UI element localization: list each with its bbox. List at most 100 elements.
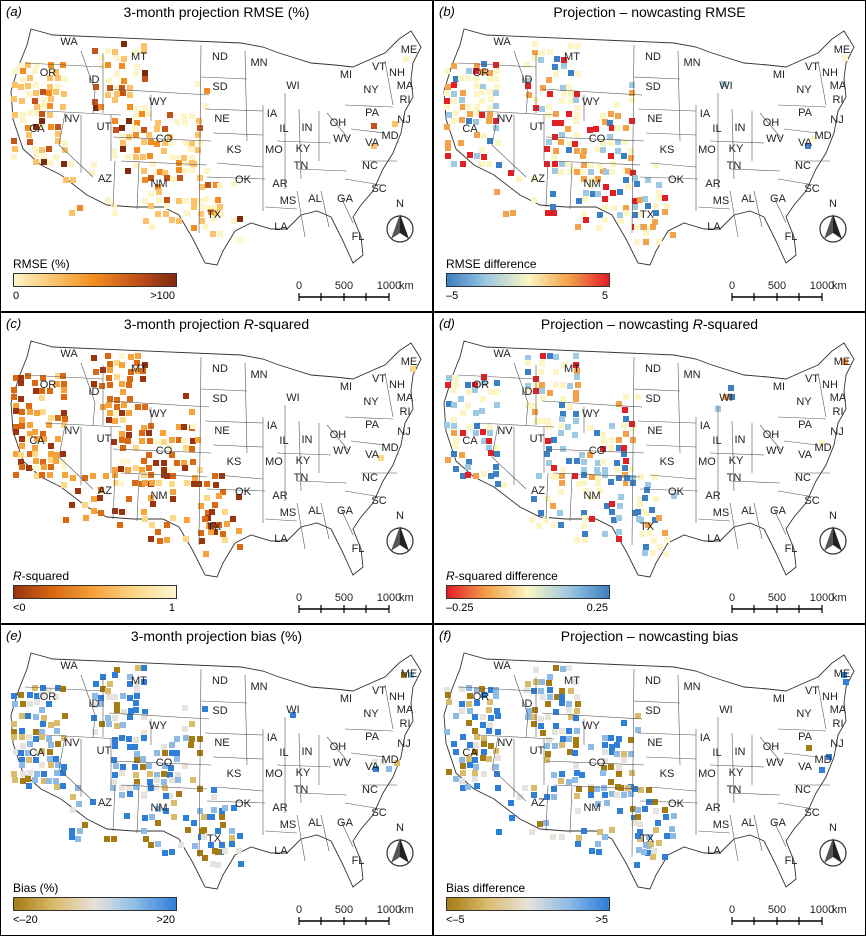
state-label-tx: TX — [640, 209, 655, 221]
grid-cell — [452, 375, 458, 381]
grid-cell — [134, 751, 140, 757]
grid-cell — [11, 734, 17, 740]
grid-cell — [112, 772, 118, 778]
grid-cell — [162, 126, 168, 132]
legend-max-label: >100 — [150, 290, 175, 302]
state-label-ia: IA — [267, 732, 278, 744]
state-label-mt: MT — [131, 675, 147, 687]
grid-cell — [609, 437, 615, 443]
grid-cell — [206, 205, 212, 211]
scale-tick-label: 1000 — [377, 592, 401, 604]
grid-cell — [623, 458, 629, 464]
grid-cell — [199, 204, 205, 210]
grid-cell — [649, 507, 655, 513]
grid-cell — [488, 96, 494, 102]
grid-cell — [635, 814, 641, 820]
grid-cell — [445, 457, 451, 463]
grid-cell — [806, 745, 812, 751]
state-label-oh: OH — [763, 741, 780, 753]
grid-cell — [574, 374, 580, 380]
grid-cell — [565, 126, 571, 132]
grid-cell — [581, 472, 587, 478]
state-border — [344, 802, 382, 810]
grid-cell — [574, 793, 580, 799]
grid-cell — [27, 422, 33, 428]
grid-cell — [229, 828, 235, 834]
grid-cell — [133, 162, 139, 168]
grid-cell — [608, 140, 614, 146]
state-label-az: AZ — [531, 485, 545, 497]
grid-cell — [120, 140, 126, 146]
grid-cell — [54, 784, 60, 790]
grid-cell — [19, 757, 25, 763]
grid-cell — [609, 423, 615, 429]
grid-cell — [602, 472, 608, 478]
grid-cell — [459, 778, 465, 784]
grid-cell — [643, 230, 649, 236]
grid-cell — [495, 713, 501, 719]
state-border — [350, 752, 386, 758]
state-label-ia: IA — [700, 732, 711, 744]
state-border — [112, 784, 116, 832]
state-label-fl: FL — [352, 855, 365, 867]
grid-cell — [32, 451, 38, 457]
state-border — [709, 452, 765, 456]
state-label-ga: GA — [770, 505, 787, 517]
state-label-ks: KS — [660, 768, 675, 780]
grid-cell — [493, 687, 499, 693]
grid-cell — [460, 473, 466, 479]
grid-cell — [560, 382, 566, 388]
state-label-mo: MO — [265, 144, 283, 156]
grid-cell — [557, 510, 563, 516]
grid-cell — [142, 404, 148, 410]
grid-cell — [32, 98, 38, 104]
grid-cell — [532, 50, 538, 56]
grid-cell — [637, 821, 643, 827]
state-border — [344, 728, 394, 732]
grid-cell — [55, 138, 61, 144]
state-label-nh: NH — [389, 379, 405, 391]
state-border — [477, 422, 555, 428]
state-border — [513, 50, 529, 114]
grid-cell — [460, 410, 466, 416]
grid-cell — [602, 196, 608, 202]
grid-cell — [133, 445, 139, 451]
grid-cell — [538, 369, 544, 375]
grid-cell — [12, 701, 18, 707]
grid-cell — [148, 472, 154, 478]
grid-cell — [114, 667, 120, 673]
grid-cell — [635, 509, 641, 515]
grid-cell — [546, 104, 552, 110]
grid-cell — [114, 71, 120, 77]
state-border — [491, 424, 527, 490]
state-label-me: ME — [834, 668, 851, 680]
state-label-nc: NC — [795, 160, 811, 172]
grid-cell — [163, 793, 169, 799]
grid-cell — [544, 743, 550, 749]
grid-cell — [579, 772, 585, 778]
grid-cell — [481, 380, 487, 386]
state-border — [777, 802, 815, 810]
grid-cell — [553, 354, 559, 360]
grid-cell — [204, 495, 210, 501]
grid-cell — [98, 487, 104, 493]
grid-cell — [91, 355, 97, 361]
grid-cell — [174, 460, 180, 466]
state-label-wi: WI — [719, 80, 732, 92]
grid-cell — [189, 113, 195, 119]
state-border — [344, 490, 382, 498]
grid-cell — [453, 437, 459, 443]
grid-cell — [117, 522, 123, 528]
scale-unit: km — [399, 592, 414, 604]
state-border — [108, 88, 210, 96]
north-arrow-icon: N — [386, 198, 414, 243]
grid-cell — [12, 112, 18, 118]
grid-cell — [53, 694, 59, 700]
grid-cell — [141, 792, 147, 798]
grid-cell — [148, 495, 154, 501]
grid-cell — [215, 828, 221, 834]
state-label-ia: IA — [267, 420, 278, 432]
state-label-mt: MT — [564, 675, 580, 687]
